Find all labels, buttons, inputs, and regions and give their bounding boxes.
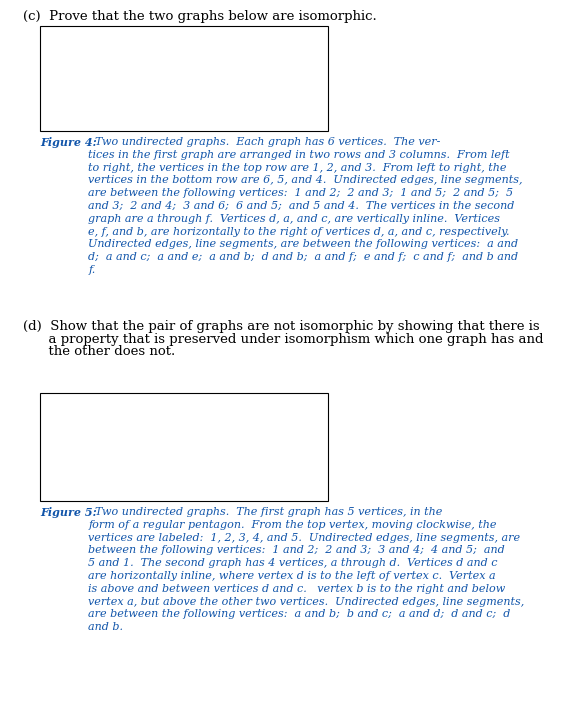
Text: a property that is preserved under isomorphism which one graph has and: a property that is preserved under isomo…	[23, 333, 544, 346]
Text: a: a	[232, 406, 238, 415]
Text: c: c	[270, 486, 275, 494]
Text: (d)  Show that the pair of graphs are not isomorphic by showing that there is: (d) Show that the pair of graphs are not…	[23, 320, 540, 333]
Text: Two undirected graphs.  Each graph has 6 vertices.  The ver-
tices in the first : Two undirected graphs. Each graph has 6 …	[88, 137, 523, 275]
Text: 5: 5	[106, 102, 112, 110]
Text: 2: 2	[153, 435, 158, 443]
Text: 4: 4	[79, 486, 84, 494]
Text: a: a	[199, 75, 203, 82]
Text: (c)  Prove that the two graphs below are isomorphic.: (c) Prove that the two graphs below are …	[23, 10, 377, 23]
Text: 6: 6	[55, 102, 61, 110]
Text: b: b	[273, 444, 278, 452]
Text: 5: 5	[62, 435, 68, 443]
Text: Figure 5:: Figure 5:	[40, 507, 97, 518]
Text: 1: 1	[55, 48, 61, 56]
Text: f: f	[286, 75, 288, 82]
Text: 2: 2	[106, 47, 112, 55]
Text: Figure 4:: Figure 4:	[40, 137, 97, 148]
Text: d: d	[198, 41, 204, 49]
Text: b: b	[284, 108, 290, 115]
Text: Two undirected graphs.  The first graph has 5 vertices, in the
form of a regular: Two undirected graphs. The first graph h…	[88, 507, 525, 632]
Text: 1: 1	[108, 401, 113, 408]
Text: the other does not.: the other does not.	[23, 345, 175, 359]
Text: e: e	[284, 41, 290, 49]
Text: 4: 4	[157, 102, 162, 110]
Text: 3: 3	[136, 486, 142, 494]
Text: c: c	[199, 108, 203, 115]
Text: d: d	[202, 486, 208, 494]
Text: 3: 3	[157, 48, 162, 56]
